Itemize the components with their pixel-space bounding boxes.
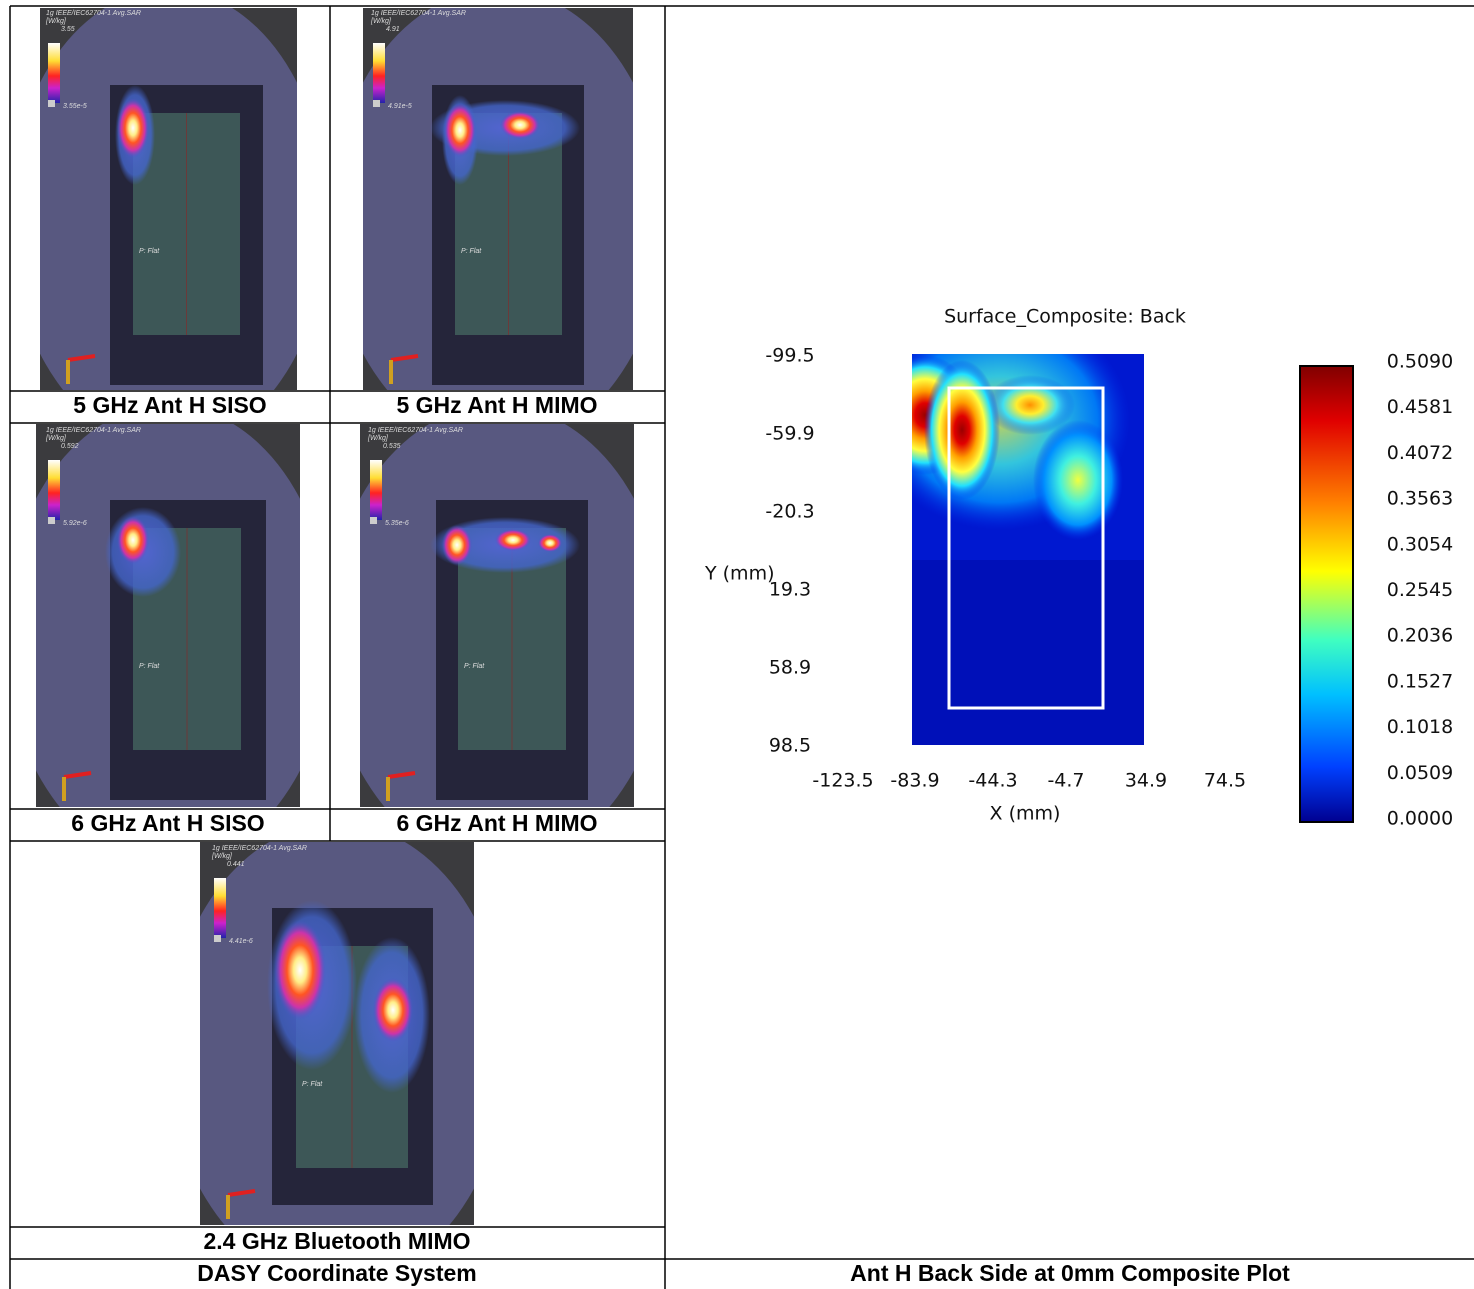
legend-min: 5.92e-6 xyxy=(63,520,87,527)
legend-unit: [W/kg] xyxy=(367,435,389,442)
sar-hotspot xyxy=(117,98,149,158)
footer-caption: Ant H Back Side at 0mm Composite Plot xyxy=(850,1260,1290,1286)
sar-hotspot xyxy=(442,525,472,565)
phantom-label: P: Flat xyxy=(302,1081,323,1088)
colorbar-label: 0.4581 xyxy=(1387,396,1453,418)
caption: 6 GHz Ant H MIMO xyxy=(396,810,597,836)
caption: 2.4 GHz Bluetooth MIMO xyxy=(203,1228,470,1254)
legend-min: 5.35e-6 xyxy=(385,520,409,527)
y-tick-label: -99.5 xyxy=(765,345,814,367)
legend-unit: [W/kg] xyxy=(211,853,233,860)
legend-title: 1g IEEE/IEC62704-1 Avg.SAR xyxy=(212,845,307,852)
colorbar-label: 0.2545 xyxy=(1387,579,1453,601)
colorbar-label: 0.0000 xyxy=(1387,808,1453,830)
legend-max: 4.91 xyxy=(386,26,400,33)
sar-hotspot xyxy=(373,978,413,1042)
legend-unit: [W/kg] xyxy=(370,18,392,25)
y-tick-label: -59.9 xyxy=(765,423,814,445)
y-axis-label: Y (mm) xyxy=(704,563,775,585)
icon xyxy=(214,935,221,942)
sar-thumbnail: 1g IEEE/IEC62704-1 Avg.SAR[W/kg]0.535 5.3… xyxy=(327,405,667,865)
legend-unit: [W/kg] xyxy=(45,18,67,25)
colorbar-label: 0.3563 xyxy=(1387,488,1453,510)
caption: 5 GHz Ant H MIMO xyxy=(396,392,597,418)
colorbar-label: 0.2036 xyxy=(1387,625,1453,647)
colorbar xyxy=(48,460,60,520)
colorbar-label: 0.3054 xyxy=(1387,533,1453,555)
sar-hotspot xyxy=(500,111,540,139)
thumbnail-image: 1g IEEE/IEC62704-1 Avg.SAR[W/kg]3.553.55… xyxy=(9,0,328,447)
caption: 5 GHz Ant H SISO xyxy=(73,392,266,418)
colorbar xyxy=(48,43,60,103)
phantom-label: P: Flat xyxy=(464,663,485,670)
thumbnail-image: 1g IEEE/IEC62704-1 Avg.SAR[W/kg]0.441 4.4… xyxy=(167,823,507,1283)
colorbar xyxy=(1300,366,1353,822)
icon xyxy=(48,517,55,524)
colorbar xyxy=(370,460,382,520)
phantom-label: P: Flat xyxy=(139,248,160,255)
colorbar xyxy=(373,43,385,103)
sar-hotspot xyxy=(495,529,531,551)
thumbnail-image: 1g IEEE/IEC62704-1 Avg.SAR[W/kg]0.5925.9… xyxy=(4,405,331,865)
colorbar-label: 0.4072 xyxy=(1387,442,1453,464)
colorbar-label: 0.0509 xyxy=(1387,762,1453,784)
composite-plot: Surface_Composite: Back -99.5 -59.9 -20.3 19… xyxy=(704,306,1453,830)
legend-unit: [W/kg] xyxy=(45,435,67,442)
thumbnail-image: 1g IEEE/IEC62704-1 Avg.SAR[W/kg]0.535 5.3… xyxy=(327,405,667,865)
colorbar xyxy=(214,878,226,938)
heat-region xyxy=(924,360,1000,500)
legend-title: 1g IEEE/IEC62704-1 Avg.SAR xyxy=(368,427,463,434)
sar-hotspot xyxy=(117,516,149,564)
legend-min: 3.55e-5 xyxy=(63,103,87,110)
sar-thumbnail: 1g IEEE/IEC62704-1 Avg.SAR[W/kg]4.914.91… xyxy=(331,0,666,447)
phantom-label: P: Flat xyxy=(139,663,160,670)
x-tick-label: -123.5 xyxy=(812,770,873,792)
x-tick-label: 74.5 xyxy=(1204,770,1246,792)
phantom-label: P: Flat xyxy=(461,248,482,255)
heatmap-lower xyxy=(912,560,1144,745)
legend-max: 0.535 xyxy=(383,443,401,450)
sar-thumbnail: 1g IEEE/IEC62704-1 Avg.SAR[W/kg]0.441 4.4… xyxy=(167,823,507,1283)
x-tick-label: -83.9 xyxy=(890,770,939,792)
plot-title: Surface_Composite: Back xyxy=(944,306,1186,328)
footer-caption: DASY Coordinate System xyxy=(197,1260,476,1286)
x-tick-label: -4.7 xyxy=(1047,770,1084,792)
legend-max: 0.592 xyxy=(61,443,79,450)
sar-hotspot xyxy=(274,920,326,1020)
legend-title: 1g IEEE/IEC62704-1 Avg.SAR xyxy=(46,427,141,434)
legend-title: 1g IEEE/IEC62704-1 Avg.SAR xyxy=(46,10,141,17)
sar-hotspot xyxy=(444,103,476,157)
y-tick-label: 19.3 xyxy=(769,579,811,601)
y-tick-label: 58.9 xyxy=(769,657,811,679)
legend-max: 0.441 xyxy=(227,861,245,868)
sar-thumbnail: 1g IEEE/IEC62704-1 Avg.SAR[W/kg]3.553.55… xyxy=(9,0,328,447)
colorbar-label: 0.1018 xyxy=(1387,716,1453,738)
legend-min: 4.41e-6 xyxy=(229,938,253,945)
sar-thumbnail: 1g IEEE/IEC62704-1 Avg.SAR[W/kg]0.5925.9… xyxy=(4,405,331,865)
thumbnail-image: 1g IEEE/IEC62704-1 Avg.SAR[W/kg]4.914.91… xyxy=(331,0,666,447)
legend-min: 4.91e-5 xyxy=(388,103,412,110)
colorbar-label: 0.1527 xyxy=(1387,670,1453,692)
icon xyxy=(48,100,55,107)
caption: 6 GHz Ant H SISO xyxy=(71,810,264,836)
icon xyxy=(370,517,377,524)
legend-title: 1g IEEE/IEC62704-1 Avg.SAR xyxy=(371,10,466,17)
y-tick-label: -20.3 xyxy=(765,501,814,523)
x-axis-label: X (mm) xyxy=(990,803,1061,825)
x-tick-label: 34.9 xyxy=(1125,770,1167,792)
page: DASY Coordinate System Ant H Back Side a… xyxy=(0,0,1474,1289)
sar-hotspot xyxy=(538,534,562,552)
x-tick-label: -44.3 xyxy=(968,770,1017,792)
legend-max: 3.55 xyxy=(61,26,75,33)
heat-region xyxy=(1033,420,1123,540)
icon xyxy=(373,100,380,107)
y-tick-label: 98.5 xyxy=(769,735,811,757)
colorbar-label: 0.5090 xyxy=(1387,351,1453,373)
